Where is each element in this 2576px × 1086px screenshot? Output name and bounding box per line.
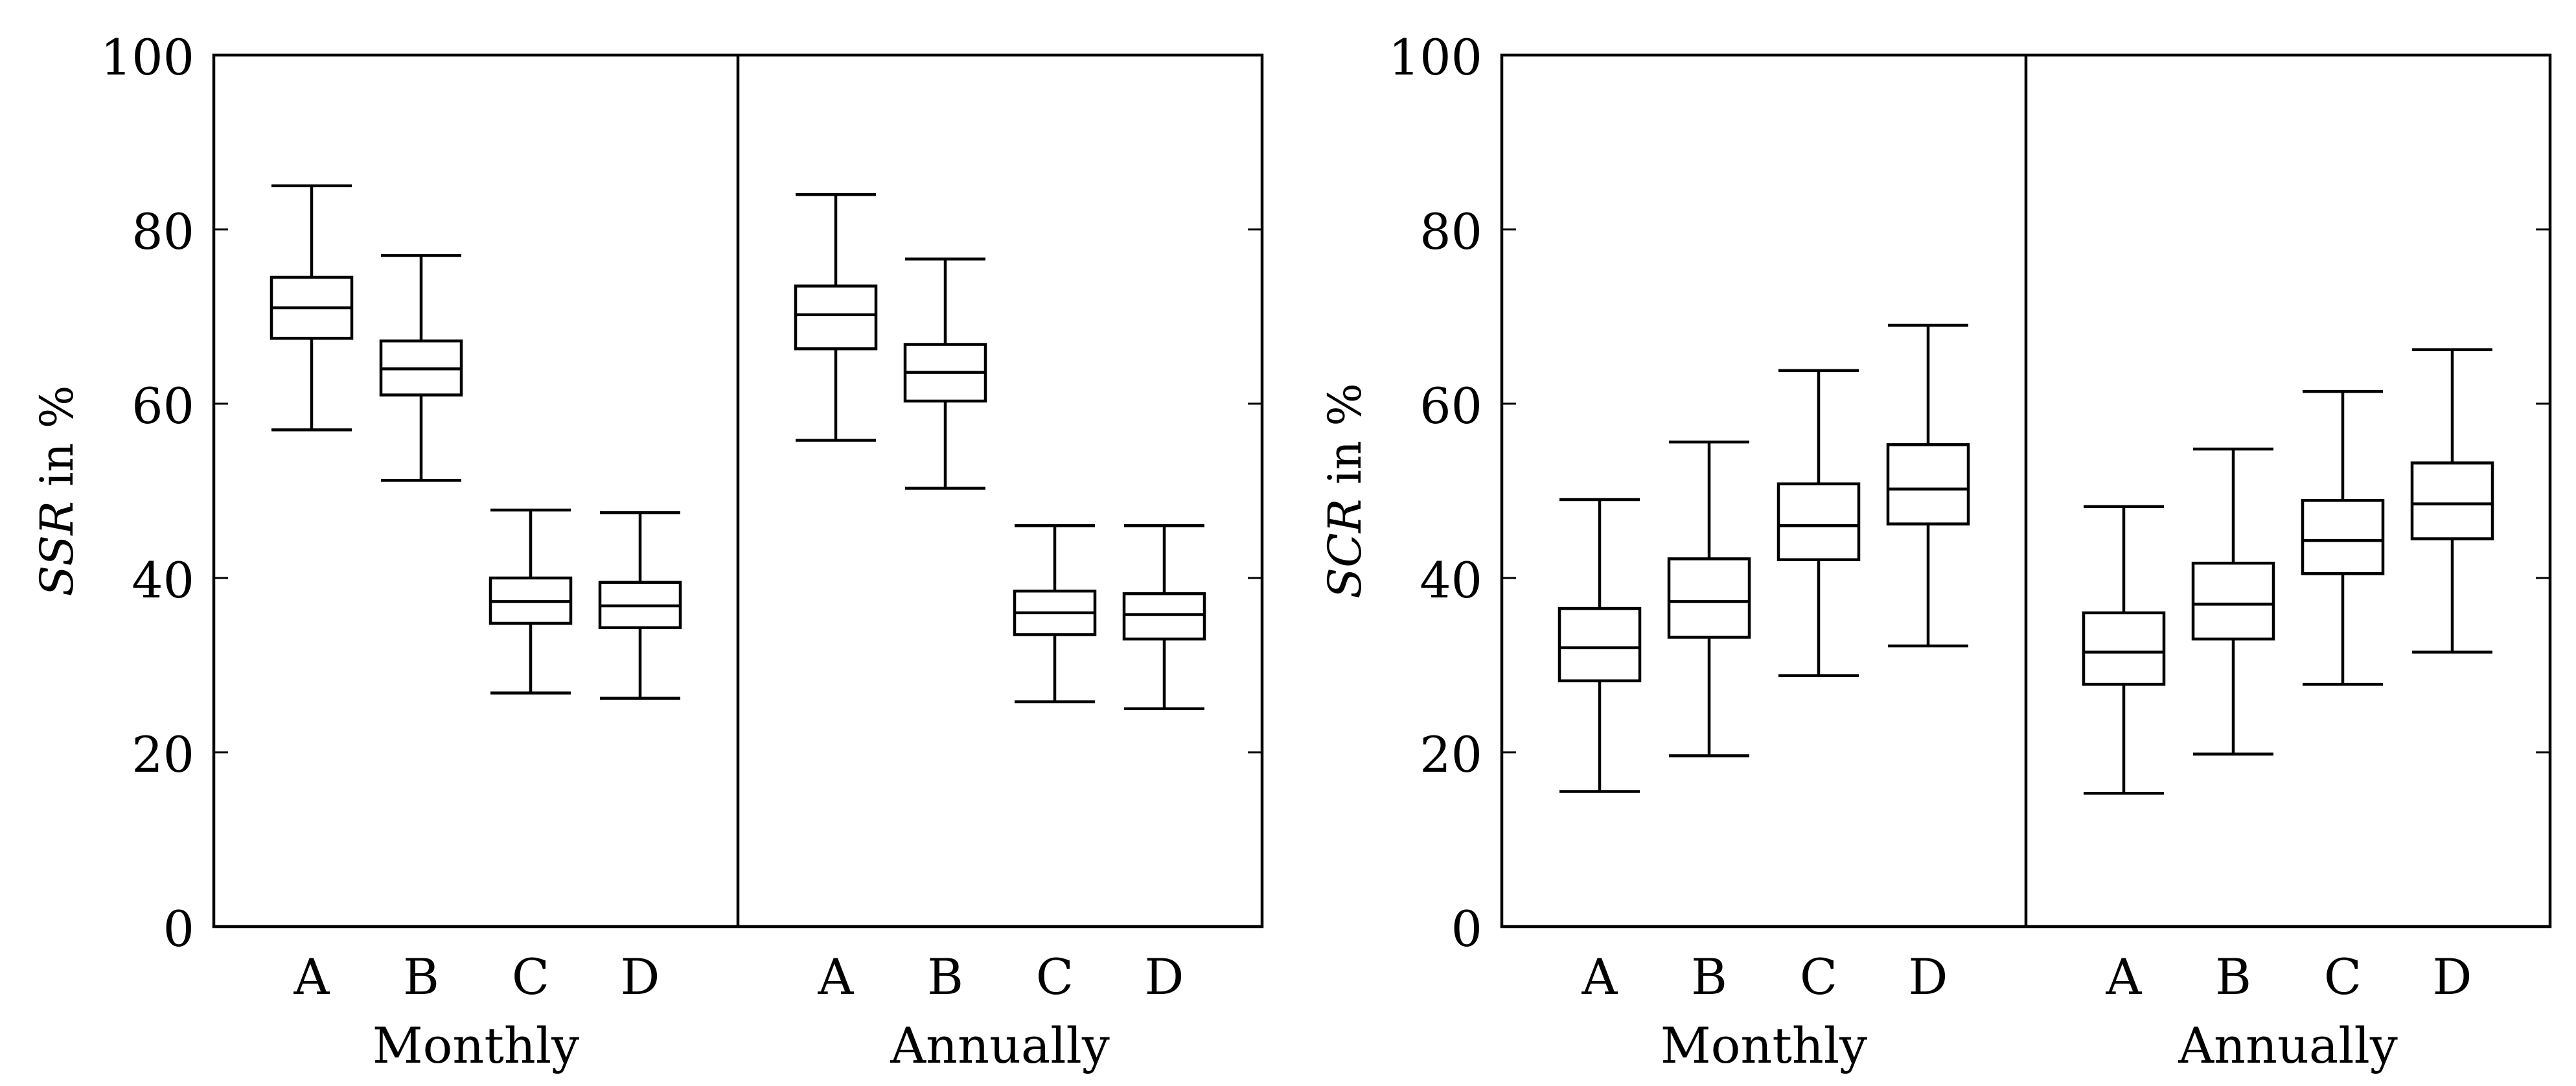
y-axis-label-metric: SCR — [1318, 499, 1372, 599]
category-label: C — [1036, 948, 1074, 1006]
y-tick-label: 80 — [1420, 203, 1482, 260]
y-tick-label: 40 — [132, 551, 194, 609]
y-axis-label: SCR in % — [1318, 383, 1372, 599]
box-monthly-a — [1558, 498, 1642, 793]
y-axis-label: SSR in % — [30, 386, 84, 597]
box-iqr — [2301, 499, 2385, 575]
y-tick-label: 60 — [1420, 377, 1482, 435]
box-annually-b — [2191, 447, 2275, 756]
y-axis-label-unit: in % — [1318, 383, 1372, 499]
box-monthly-d — [1886, 323, 1970, 648]
category-label: D — [2433, 948, 2472, 1006]
y-tick-label: 0 — [163, 900, 194, 958]
category-label: B — [2215, 948, 2251, 1006]
category-label: A — [2106, 948, 2143, 1006]
category-label: A — [293, 948, 330, 1006]
y-tick-label: 80 — [132, 203, 194, 260]
category-label: C — [512, 948, 549, 1006]
box-annually-d — [2410, 348, 2494, 654]
box-monthly-c — [489, 508, 573, 695]
category-label: A — [1581, 948, 1618, 1006]
group-label: Monthly — [1661, 1017, 1867, 1074]
box-iqr — [2191, 561, 2275, 641]
category-label: D — [1909, 948, 1948, 1006]
group-label: Annually — [890, 1017, 1110, 1074]
box-annually-b — [903, 257, 987, 490]
box-annually-c — [2301, 389, 2385, 686]
category-label: B — [403, 948, 439, 1006]
box-annually-a — [2082, 505, 2166, 795]
group-label: Annually — [2178, 1017, 2398, 1074]
category-label: C — [2324, 948, 2362, 1006]
box-iqr — [1558, 607, 1642, 682]
category-label: A — [818, 948, 855, 1006]
group-label: Monthly — [373, 1017, 579, 1074]
box-iqr — [1886, 443, 1970, 526]
box-annually-d — [1122, 524, 1206, 710]
box-annually-c — [1013, 524, 1097, 704]
chart-scr: 0 20 40 60 80 100 SCR in % A B C D Monthly A B C D Annua… — [1318, 29, 2552, 1074]
y-tick-label: 40 — [1420, 551, 1482, 609]
box-annually-a — [794, 192, 878, 442]
category-label: B — [927, 948, 963, 1006]
box-iqr — [1122, 592, 1206, 641]
box-iqr — [2082, 611, 2166, 686]
y-tick-label: 100 — [1388, 29, 1482, 86]
box-monthly-a — [270, 184, 354, 432]
y-tick-label: 0 — [1451, 900, 1482, 958]
y-axis-label-metric: SSR — [30, 501, 84, 596]
category-label: B — [1691, 948, 1727, 1006]
box-monthly-b — [1667, 440, 1751, 757]
box-iqr — [1667, 557, 1751, 639]
category-label: C — [1800, 948, 1837, 1006]
y-tick-label: 20 — [132, 726, 194, 783]
box-monthly-b — [379, 254, 463, 482]
y-tick-label: 100 — [100, 29, 194, 86]
chart-ssr: 0 20 40 60 80 100 SSR in % A B C D Monthly A B C D Annua… — [30, 29, 1264, 1074]
box-iqr — [794, 284, 878, 351]
box-iqr — [1777, 482, 1861, 562]
y-tick-label: 60 — [132, 377, 194, 435]
y-tick-label: 20 — [1420, 726, 1482, 783]
box-monthly-d — [598, 511, 682, 700]
category-label: D — [621, 948, 660, 1006]
box-monthly-c — [1777, 369, 1861, 677]
category-label: D — [1145, 948, 1184, 1006]
y-axis-label-unit: in % — [30, 386, 84, 502]
box-iqr — [2410, 461, 2494, 540]
